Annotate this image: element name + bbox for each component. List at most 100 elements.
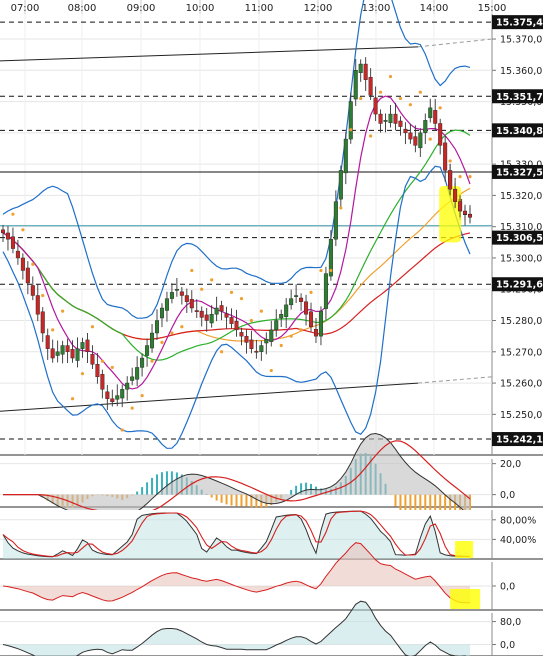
candle-body: [388, 113, 393, 124]
sar-dot: [190, 268, 194, 273]
candle-body: [209, 314, 214, 324]
stochastic-panel: 80,00% 40,00%: [0, 510, 543, 560]
sar-dot: [200, 287, 204, 291]
candle-body: [433, 110, 438, 124]
candle-body: [463, 210, 468, 215]
candle-body: [438, 123, 443, 146]
candle-body: [418, 132, 423, 149]
candle-body: [259, 345, 264, 352]
sar-dot: [110, 365, 114, 370]
candle-body: [174, 289, 179, 291]
candle-body: [189, 299, 194, 309]
candle-body: [249, 339, 254, 349]
time-tick-label: 15:00: [478, 3, 507, 14]
candle-body: [135, 367, 140, 380]
candle-body: [125, 382, 130, 390]
candle-body: [269, 329, 274, 342]
price-level-box: [492, 277, 543, 292]
sar-dot: [378, 90, 383, 94]
price-level-marker: 15.306,5: [492, 230, 543, 245]
macd-signal-line: [3, 440, 471, 515]
sar-dot: [359, 96, 363, 101]
macd-panel: 20,0 0,0: [0, 432, 543, 525]
candle-body: [164, 298, 169, 311]
sar-dot: [150, 359, 154, 363]
sar-dot: [398, 96, 403, 101]
candle-body: [328, 238, 333, 277]
candle-body: [318, 310, 323, 337]
candle-body: [5, 232, 10, 240]
sar-dot: [120, 428, 124, 432]
price-tick-label: 15.260,0: [500, 379, 542, 390]
price-level-label: 15.306,5: [496, 233, 543, 244]
candle-body: [458, 201, 463, 212]
candle-body: [468, 213, 473, 218]
sar-dot: [11, 212, 15, 216]
price-level-marker: 15.351,7: [492, 89, 543, 104]
candle-body: [35, 295, 40, 315]
price-tick-label: 15.250,0: [500, 410, 542, 421]
momentum-panel: 80,0 0,0: [0, 600, 543, 656]
stochastic-highlight: [455, 541, 474, 558]
candle-body: [264, 339, 269, 344]
candle-body: [105, 391, 110, 399]
candle-body: [45, 335, 50, 349]
sar-dot: [319, 268, 323, 273]
sar-dot: [21, 228, 25, 232]
stochastic-k-line: [2, 510, 471, 558]
momentum-tick-label: 80,0: [500, 617, 521, 628]
candle-body: [65, 345, 70, 352]
sar-dot: [269, 368, 273, 373]
sar-dot: [299, 328, 303, 332]
candle-body: [199, 310, 204, 318]
candle-body: [90, 354, 95, 365]
price-level-marker: 15.375,4: [492, 15, 543, 30]
candle-body: [234, 320, 239, 331]
candle-body: [343, 138, 348, 174]
candle-body: [145, 345, 150, 356]
price-level-marker: 15.291,6: [492, 277, 543, 292]
candle-body: [204, 314, 209, 321]
upper-trend-line: [0, 46, 419, 62]
candle-body: [50, 348, 55, 359]
candle-body: [398, 120, 403, 127]
candle-body: [333, 201, 338, 240]
candle-body: [95, 364, 100, 378]
sar-dot: [70, 397, 75, 401]
candle-body: [40, 311, 45, 334]
sar-dot: [229, 290, 234, 294]
candle-body: [383, 120, 388, 122]
candle-body: [219, 305, 224, 312]
sar-dot: [289, 334, 293, 338]
candle-body: [358, 63, 363, 74]
candle-body: [25, 267, 30, 284]
candle-body: [10, 236, 15, 249]
candle-body: [284, 304, 289, 317]
candle-body: [120, 389, 125, 399]
candle-body: [194, 310, 199, 312]
time-tick-label: 14:00: [420, 3, 449, 14]
sar-dot: [219, 350, 224, 354]
sar-dot: [41, 293, 45, 298]
candle-body: [448, 170, 453, 190]
price-tick-label: 15.270,0: [500, 347, 542, 358]
candle-body: [179, 291, 184, 296]
price-panel: 15.250,015.260,015.270,015.280,015.290,0…: [0, 0, 543, 456]
stochastic-background: [0, 510, 543, 559]
candle-body: [453, 188, 458, 202]
candle-body: [373, 97, 378, 115]
sar-dot: [339, 206, 343, 210]
sar-dot: [160, 340, 164, 345]
candle-body: [423, 120, 428, 134]
candle-body: [110, 398, 115, 403]
candle-body: [70, 349, 75, 359]
price-level-label: 15.340,8: [496, 126, 543, 137]
price-level-label: 15.351,7: [496, 92, 543, 103]
macd-tick-label: 20,0: [500, 459, 521, 470]
oscillator-panel: 0,0: [0, 542, 543, 611]
price-level-label: 15.375,4: [496, 18, 543, 29]
sar-dot: [259, 309, 263, 313]
sar-dot: [31, 262, 35, 266]
candle-body: [80, 342, 85, 349]
candle-body: [309, 311, 314, 327]
